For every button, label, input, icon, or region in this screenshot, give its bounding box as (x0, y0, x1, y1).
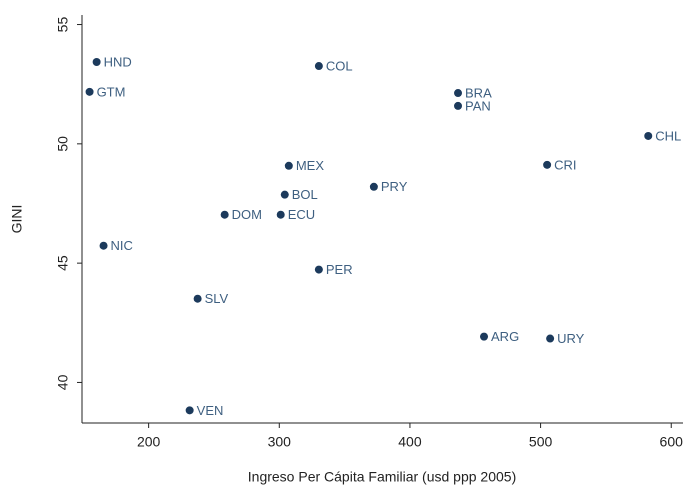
point (644, 131, 653, 140)
point (546, 334, 555, 343)
x-tick-label: 300 (268, 434, 292, 450)
point-label: BRA (465, 85, 492, 100)
y-tick-label: 55 (55, 17, 71, 33)
point (369, 182, 378, 191)
point-label: SLV (205, 291, 229, 306)
point-label: PAN (465, 98, 491, 113)
x-tick-label: 500 (529, 434, 553, 450)
point-label: ARG (491, 329, 519, 344)
point-label: NIC (111, 238, 133, 253)
point-label: PRY (381, 179, 408, 194)
point (480, 332, 489, 341)
point (99, 241, 108, 250)
point-label: MEX (296, 158, 325, 173)
x-tick-label: 600 (660, 434, 684, 450)
point (85, 87, 94, 96)
point-label: CHL (655, 128, 681, 143)
y-tick-label: 40 (55, 374, 71, 390)
point-label: DOM (232, 207, 262, 222)
point (314, 265, 323, 274)
point (185, 406, 194, 415)
point-label: URY (557, 331, 585, 346)
point (454, 101, 463, 110)
point-label: GTM (97, 84, 126, 99)
x-tick-label: 200 (137, 434, 161, 450)
point (92, 58, 101, 67)
point (543, 160, 552, 169)
point (220, 210, 229, 219)
point (280, 190, 289, 199)
point (284, 161, 293, 170)
point (314, 62, 323, 71)
point (276, 210, 285, 219)
x-tick-label: 400 (398, 434, 422, 450)
y-tick-label: 45 (55, 255, 71, 271)
point-label: PER (326, 262, 353, 277)
point-label: BOL (292, 187, 318, 202)
y-axis-label: GINI (9, 205, 25, 234)
point-label: VEN (197, 403, 224, 418)
point-label: HND (104, 54, 132, 69)
y-tick-label: 50 (55, 136, 71, 152)
point (454, 89, 463, 98)
point-label: ECU (288, 207, 315, 222)
point-label: COL (326, 58, 353, 73)
point (193, 294, 202, 303)
point-label: CRI (554, 157, 576, 172)
x-axis-label: Ingreso Per Cápita Familiar (usd ppp 200… (248, 469, 516, 485)
